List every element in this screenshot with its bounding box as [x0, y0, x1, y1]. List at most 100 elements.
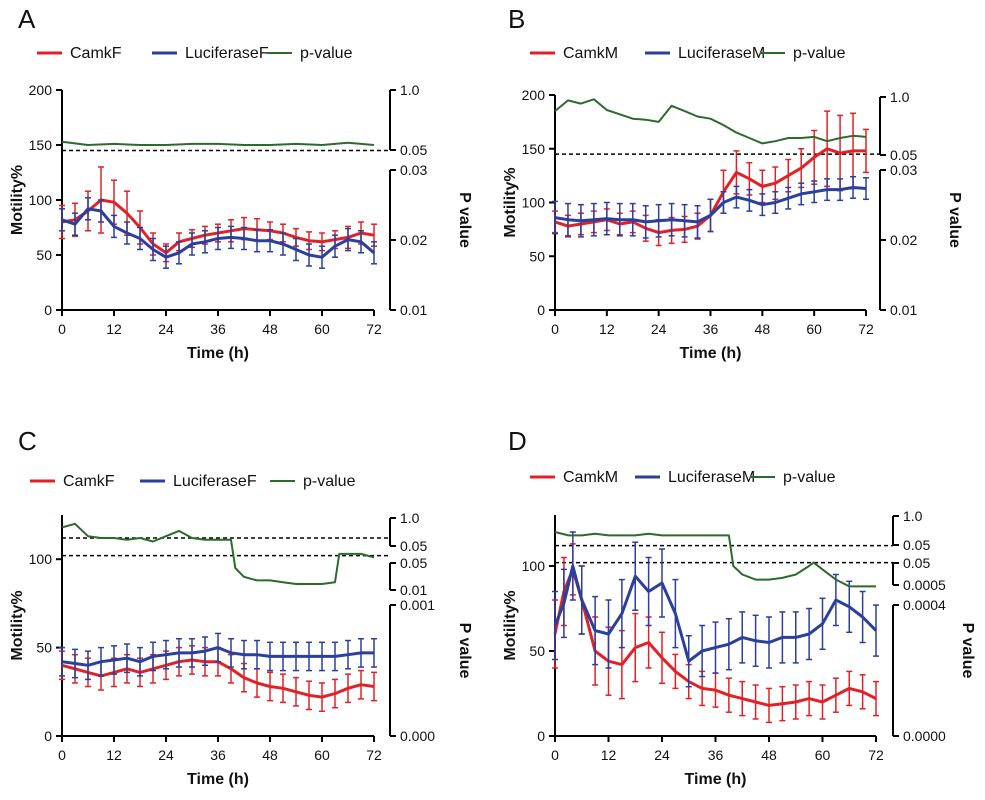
right-tick-label: 1.0: [890, 89, 910, 105]
x-tick-label: 60: [806, 321, 822, 337]
right-tick-label: 0.001: [400, 597, 435, 613]
y-tick-label: 50: [529, 643, 545, 659]
x-axis-label: Time (h): [187, 771, 249, 788]
legend-label: LuciferaseM: [668, 469, 755, 486]
y-tick-label: 150: [522, 141, 546, 157]
y-axis-label: Motility%: [502, 167, 519, 237]
x-tick-label: 72: [366, 321, 382, 337]
y-tick-label: 50: [529, 248, 545, 264]
legend-label: CamkM: [563, 45, 618, 62]
y-tick-label: 200: [29, 82, 53, 98]
x-tick-label: 72: [366, 747, 382, 763]
right-tick-label: 0.0004: [903, 597, 946, 613]
x-tick-label: 48: [755, 321, 771, 337]
series-luciferasem: [552, 531, 879, 688]
y-tick-label: 0: [537, 302, 545, 318]
x-tick-label: 24: [651, 321, 667, 337]
x-tick-label: 12: [599, 321, 615, 337]
series-line: [553, 564, 878, 663]
series-p-value: [554, 531, 876, 588]
series-luciferasef: [59, 632, 377, 681]
right-tick-label: 0.02: [400, 232, 427, 248]
x-tick-label: 24: [158, 321, 174, 337]
y-tick-label: 100: [522, 558, 546, 574]
right-tick-label: 0.05: [400, 538, 427, 554]
legend-label: LuciferaseF: [173, 473, 257, 490]
y-tick-label: 50: [36, 247, 52, 263]
y-axis-label-right: P value: [959, 623, 976, 679]
series-line: [61, 522, 375, 585]
right-tick-label: 0.03: [400, 162, 427, 178]
legend-label: p-value: [303, 473, 356, 490]
y-axis-label-right: P value: [456, 623, 473, 679]
legend-label: CamkM: [563, 469, 618, 486]
y-axis-label: Motility%: [9, 165, 26, 235]
x-tick-label: 12: [106, 321, 122, 337]
y-tick-label: 0: [537, 728, 545, 744]
legend-label: LuciferaseF: [185, 45, 269, 62]
x-tick-label: 24: [654, 747, 670, 763]
series-line: [554, 531, 876, 588]
right-tick-label: 0.05: [400, 555, 427, 571]
x-axis-label: Time (h): [187, 345, 249, 362]
panel-letter: B: [508, 4, 525, 34]
right-tick-label: 0.0005: [903, 577, 946, 593]
series-line: [553, 567, 877, 707]
x-tick-label: 60: [314, 747, 330, 763]
x-tick-label: 36: [210, 321, 226, 337]
legend-label: CamkF: [63, 473, 115, 490]
legend-label: p-value: [783, 469, 836, 486]
panel-d: D CamkM LuciferaseM p-value 0 50 100 0 12 24 36 48 6…: [502, 426, 976, 788]
y-tick-label: 100: [522, 195, 546, 211]
series-line: [61, 207, 375, 259]
series-luciferasem: [552, 175, 869, 239]
right-tick-label: 1.0: [400, 82, 420, 98]
y-tick-label: 100: [29, 551, 53, 567]
right-tick-label: 0.02: [890, 232, 917, 248]
x-tick-label: 48: [262, 321, 278, 337]
right-tick-label: 0.03: [890, 162, 917, 178]
x-tick-label: 36: [708, 747, 724, 763]
series-line: [554, 98, 867, 145]
x-tick-label: 48: [761, 747, 777, 763]
panel-letter: C: [18, 426, 37, 456]
right-tick-label: 1.0: [903, 508, 923, 524]
y-axis-label-right: P value: [946, 192, 963, 248]
y-axis-label-right: P value: [456, 192, 473, 248]
legend-label: CamkF: [70, 45, 122, 62]
right-tick-label: 0.05: [400, 142, 427, 158]
x-tick-label: 0: [551, 321, 559, 337]
right-tick-label: 0.05: [903, 537, 930, 553]
series-line: [61, 646, 374, 667]
right-tick-label: 0.01: [890, 302, 917, 318]
right-tick-label: 0.01: [400, 302, 427, 318]
x-tick-label: 24: [158, 747, 174, 763]
x-tick-label: 60: [314, 321, 330, 337]
series-line: [61, 140, 375, 146]
x-tick-label: 12: [106, 747, 122, 763]
x-axis-label: Time (h): [685, 771, 747, 788]
series-luciferasef: [59, 197, 377, 269]
panel-a: A CamkF LuciferaseF p-value 0 50 100 150 200 0 12 2…: [9, 4, 473, 362]
y-tick-label: 0: [44, 728, 52, 744]
right-tick-label: 0.05: [903, 555, 930, 571]
legend-label: LuciferaseM: [678, 45, 765, 62]
series-p-value: [61, 140, 375, 146]
y-tick-label: 150: [29, 137, 53, 153]
x-tick-label: 0: [58, 321, 66, 337]
legend-label: p-value: [793, 45, 846, 62]
series-p-value: [554, 98, 867, 145]
x-tick-label: 72: [858, 321, 874, 337]
x-tick-label: 0: [58, 747, 66, 763]
x-axis-label: Time (h): [680, 345, 742, 362]
right-tick-label: 1.0: [400, 510, 420, 526]
x-tick-label: 60: [815, 747, 831, 763]
y-axis-label: Motility%: [9, 590, 26, 660]
panel-b: B CamkM LuciferaseM p-value 0 50 100 150 200 0 12 2…: [502, 4, 963, 362]
right-tick-label: 0.0000: [903, 728, 946, 744]
legend-label: p-value: [300, 45, 353, 62]
x-tick-label: 0: [551, 747, 559, 763]
x-tick-label: 48: [262, 747, 278, 763]
right-tick-label: 0.05: [890, 147, 917, 163]
panel-c: C CamkF LuciferaseF p-value 0 50 100 0 12 24 36 48 6…: [9, 426, 473, 788]
